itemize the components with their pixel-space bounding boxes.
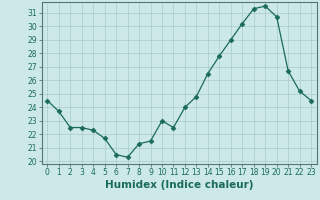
X-axis label: Humidex (Indice chaleur): Humidex (Indice chaleur) (105, 180, 253, 190)
